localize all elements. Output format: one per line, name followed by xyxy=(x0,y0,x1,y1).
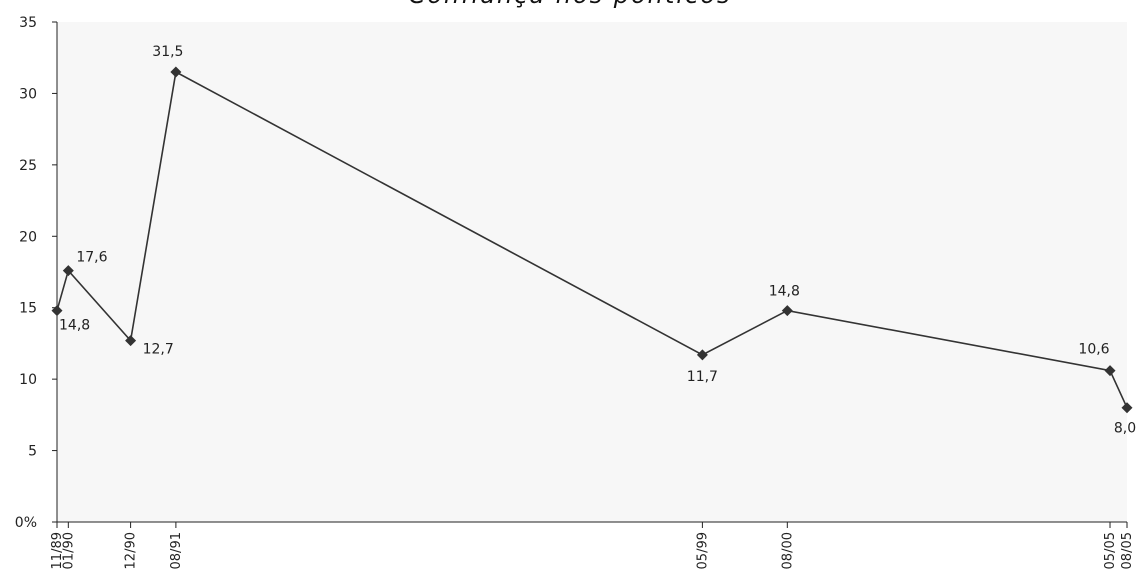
data-label: 12,7 xyxy=(143,342,174,358)
x-tick-label: 08/05 xyxy=(1120,532,1135,569)
data-label: 17,6 xyxy=(76,250,107,266)
x-tick-label: 08/91 xyxy=(169,532,184,569)
x-tick-label: 05/99 xyxy=(695,532,710,569)
x-tick-label: 05/05 xyxy=(1103,532,1118,569)
data-point-marker xyxy=(1104,365,1116,377)
data-point-marker xyxy=(125,335,137,347)
y-tick-label: 0% xyxy=(15,515,37,531)
y-axis-ticks: 0% 5 10 15 20 25 30 35 xyxy=(15,15,57,531)
series-line xyxy=(56,70,1128,409)
y-tick-label: 35 xyxy=(19,15,37,31)
y-tick-label: 5 xyxy=(28,444,37,460)
data-labels: 14,8 17,6 12,7 31,5 11,7 14,8 10,6 8,0 xyxy=(59,44,1136,437)
data-point-marker xyxy=(51,305,63,317)
x-tick-label: 12/90 xyxy=(124,532,139,569)
plot-area xyxy=(57,22,1127,522)
y-tick-label: 20 xyxy=(19,229,37,245)
x-tick-label: 08/00 xyxy=(780,532,795,569)
data-label: 14,8 xyxy=(59,318,90,334)
data-point-marker xyxy=(781,305,793,317)
y-tick-label: 25 xyxy=(19,158,37,174)
axes xyxy=(56,22,1127,523)
data-markers xyxy=(51,66,1133,414)
y-tick-label: 30 xyxy=(19,86,37,102)
x-tick-label: 01/90 xyxy=(61,532,76,569)
data-point-marker xyxy=(696,349,708,361)
data-point-marker xyxy=(170,66,182,78)
data-label: 10,6 xyxy=(1078,342,1109,358)
data-label: 8,0 xyxy=(1114,421,1136,437)
data-label: 11,7 xyxy=(687,369,718,385)
data-point-marker xyxy=(62,265,74,277)
x-tick-label: 11/89 xyxy=(50,532,65,569)
data-label: 31,5 xyxy=(152,44,183,60)
data-label: 14,8 xyxy=(769,284,800,300)
y-tick-label: 10 xyxy=(19,372,37,388)
y-tick-label: 15 xyxy=(19,301,37,317)
data-point-marker xyxy=(1121,402,1133,414)
chart-title: Confiança nos políticos xyxy=(409,0,732,9)
